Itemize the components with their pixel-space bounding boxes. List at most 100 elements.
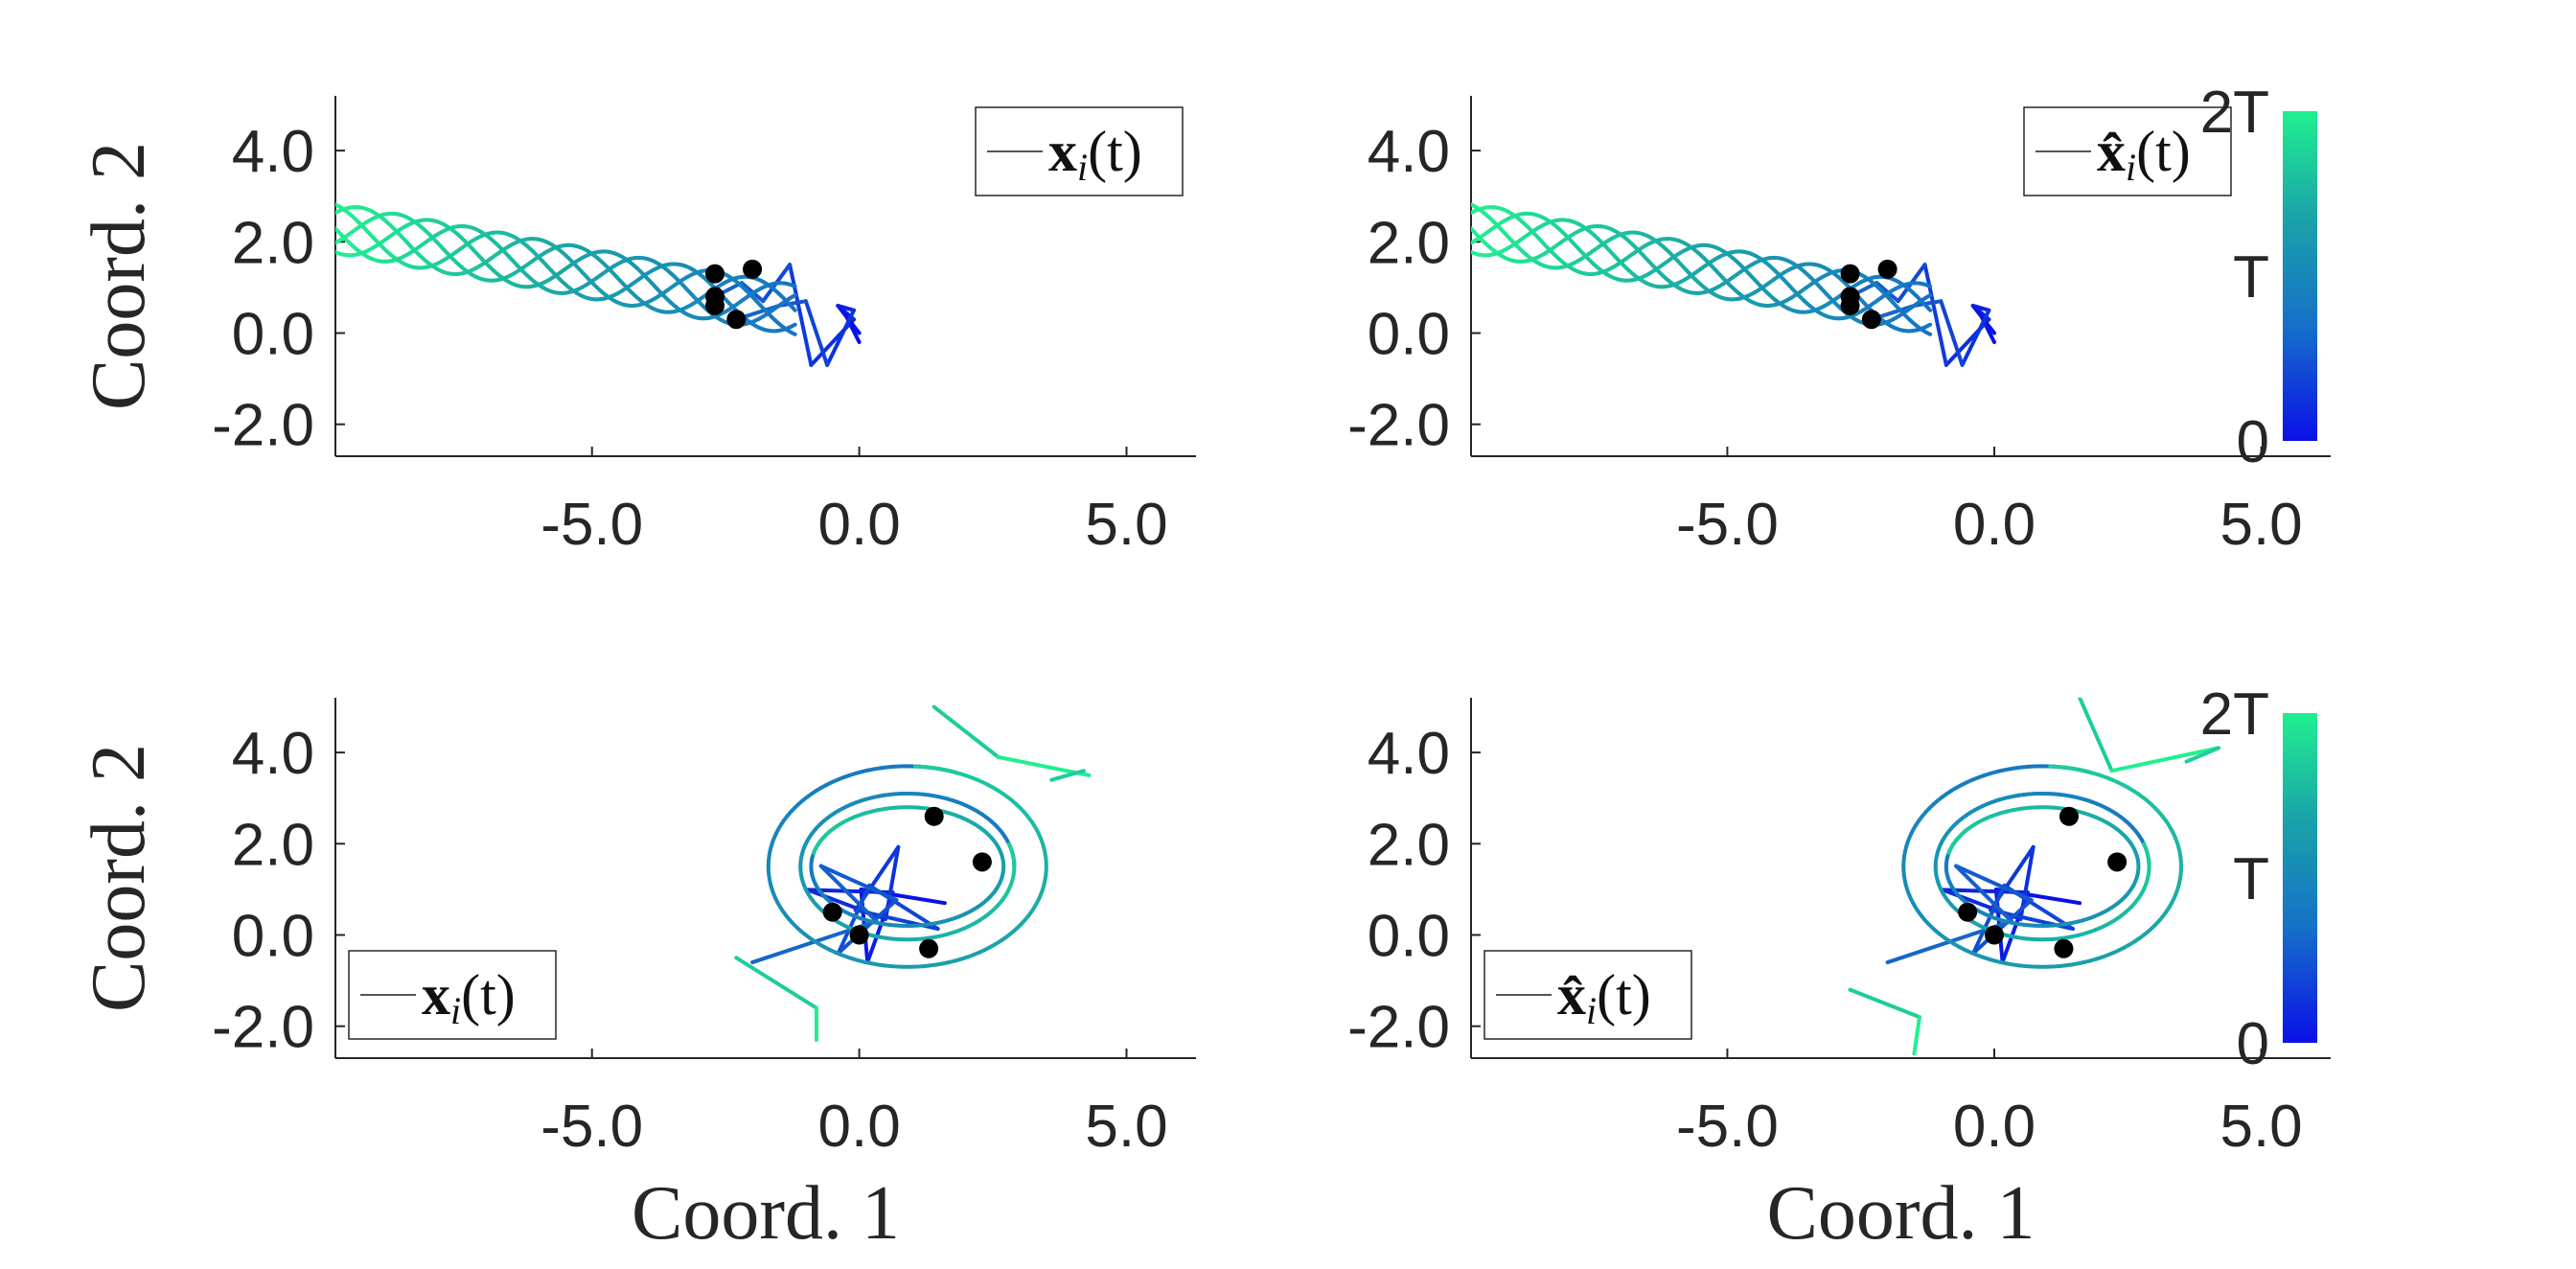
- agent-trajectory: [335, 205, 797, 336]
- agent-trajectory-seg: [2184, 746, 2220, 764]
- colorbar: 2T T 0: [2200, 681, 2317, 1077]
- legend: xi(t): [348, 950, 557, 1040]
- y-tick-label: 4.0: [1368, 119, 1450, 185]
- x-tick-label: 0.0: [818, 1094, 901, 1160]
- trajectory-layer: [1848, 698, 2220, 1056]
- agent-trajectory-seg: [1946, 848, 1952, 856]
- legend-argument: (t): [2136, 120, 2191, 183]
- agent-3-point: [822, 902, 842, 922]
- y-tick-label: 2.0: [232, 210, 314, 276]
- x-tick-label: 0.0: [818, 492, 901, 558]
- agent-trajectory-seg: [1471, 239, 1476, 245]
- colorbar: 2T T 0: [2200, 80, 2317, 475]
- agent-5-point: [919, 938, 939, 958]
- agent-trajectory-seg: [1471, 209, 1476, 216]
- early-trajectory-seg: [836, 303, 857, 312]
- legend-argument: (t): [1088, 120, 1142, 183]
- early-trajectory: [750, 844, 947, 965]
- colorbar-label: 0: [2237, 1011, 2269, 1077]
- y-axis-label: Coord. 2: [77, 142, 161, 410]
- y-tick-label: 0.0: [232, 301, 314, 367]
- colorbar-gradient: [2283, 713, 2317, 1043]
- early-trajectory-seg: [1960, 308, 1991, 367]
- panel-bottom-right: -5.0 0.0 5.0 4.0 2.0 0.0 -2.0 Coord. 1 x̂i(t) 2T T…: [1347, 681, 2331, 1256]
- early-trajectory-seg: [836, 883, 872, 956]
- legend-symbol: x: [1048, 120, 1077, 183]
- x-axis-label: Coord. 1: [1767, 1171, 2036, 1256]
- panel-top-left: -5.0 0.0 5.0 4.0 2.0 0.0 -2.0 Coord. 2 xi(t): [77, 96, 1196, 558]
- trajectory-layer: [734, 704, 1092, 1042]
- agent-trajectory-seg: [2078, 698, 2114, 773]
- y-tick-label: 4.0: [232, 119, 314, 185]
- agent-5-point: [1861, 310, 1881, 330]
- x-tick-label: 0.0: [1953, 492, 2036, 558]
- agent-trajectory-seg: [1006, 842, 1013, 850]
- y-tick-label: -2.0: [212, 393, 314, 459]
- panel-top-right: -5.0 0.0 5.0 4.0 2.0 0.0 -2.0 x̂i(t)2T T 0: [1347, 80, 2331, 558]
- legend: xi(t): [975, 106, 1184, 196]
- agent-5-point: [2054, 938, 2074, 958]
- agent-trajectory-seg: [1049, 769, 1086, 782]
- colorbar-gradient: [2283, 111, 2317, 441]
- agent-trajectory: [1471, 205, 1933, 336]
- legend-subscript: i: [1586, 989, 1597, 1032]
- agent-trajectory-seg: [1471, 226, 1476, 234]
- early-trajectory-seg: [788, 263, 814, 367]
- colorbar-label: 0: [2237, 409, 2269, 475]
- x-tick-label: -5.0: [540, 1094, 643, 1160]
- agent-trajectory: [335, 218, 797, 321]
- early-trajectory: [1885, 844, 2082, 965]
- legend-label: x̂i(t): [2097, 120, 2191, 189]
- agent-1-point: [705, 264, 725, 284]
- early-trajectory-seg: [1939, 299, 1965, 367]
- panel-bottom-left: -5.0 0.0 5.0 4.0 2.0 0.0 -2.0 Coord. 2 Coord. 1 x…: [77, 698, 1196, 1256]
- early-trajectory-seg: [818, 864, 879, 924]
- y-tick-label: 4.0: [232, 721, 314, 787]
- colorbar-label: T: [2233, 846, 2269, 912]
- y-tick-label: 2.0: [232, 812, 314, 878]
- early-trajectory-seg: [1971, 898, 2034, 956]
- agent-2-point: [743, 259, 763, 279]
- legend: x̂i(t): [1484, 950, 1692, 1040]
- agent-2-point: [1877, 259, 1898, 279]
- agent-trajectory-seg: [932, 704, 1000, 759]
- x-tick-label: 5.0: [2220, 1094, 2302, 1160]
- agent-trajectory-seg: [335, 202, 340, 208]
- legend-subscript: i: [2126, 146, 2136, 189]
- x-tick-label: -5.0: [1676, 492, 1779, 558]
- agent-4-point: [1985, 925, 2004, 945]
- agent-5-point: [726, 310, 747, 330]
- agent-trajectory: [2078, 698, 2220, 773]
- y-tick-label: 0.0: [1368, 301, 1450, 367]
- y-tick-label: -2.0: [212, 995, 314, 1061]
- agent-4-point: [1840, 295, 1860, 315]
- early-trajectory-seg: [776, 299, 808, 308]
- x-tick-label: -5.0: [540, 492, 643, 558]
- agent-trajectory-seg: [1471, 249, 1476, 256]
- agent-trajectory-seg: [734, 956, 818, 1010]
- x-tick-label: 5.0: [1085, 1094, 1167, 1160]
- trajectory-layer: [1471, 202, 1996, 367]
- x-axis-label: Coord. 1: [632, 1171, 900, 1256]
- y-tick-label: 2.0: [1368, 812, 1450, 878]
- agent-trajectory: [335, 202, 797, 334]
- agent-trajectory: [766, 764, 1048, 969]
- legend-symbol: x̂: [2097, 120, 2126, 183]
- early-trajectory-seg: [1971, 883, 2007, 956]
- legend-label: xi(t): [422, 963, 516, 1032]
- y-tick-label: 2.0: [1368, 210, 1450, 276]
- legend-label: xi(t): [1048, 120, 1142, 189]
- colorbar-label: 2T: [2200, 681, 2269, 748]
- agent-trajectory-seg: [335, 226, 340, 234]
- colorbar-label: T: [2233, 244, 2269, 311]
- legend-symbol: x̂: [1557, 963, 1586, 1027]
- agent-trajectory-seg: [335, 209, 340, 216]
- agent-trajectory-seg: [1471, 202, 1476, 208]
- agent-trajectory: [1471, 218, 1933, 321]
- agent-1-point: [2059, 806, 2079, 826]
- legend-subscript: i: [1077, 146, 1088, 189]
- trajectory-layer: [335, 202, 862, 367]
- agent-trajectory: [932, 704, 1092, 777]
